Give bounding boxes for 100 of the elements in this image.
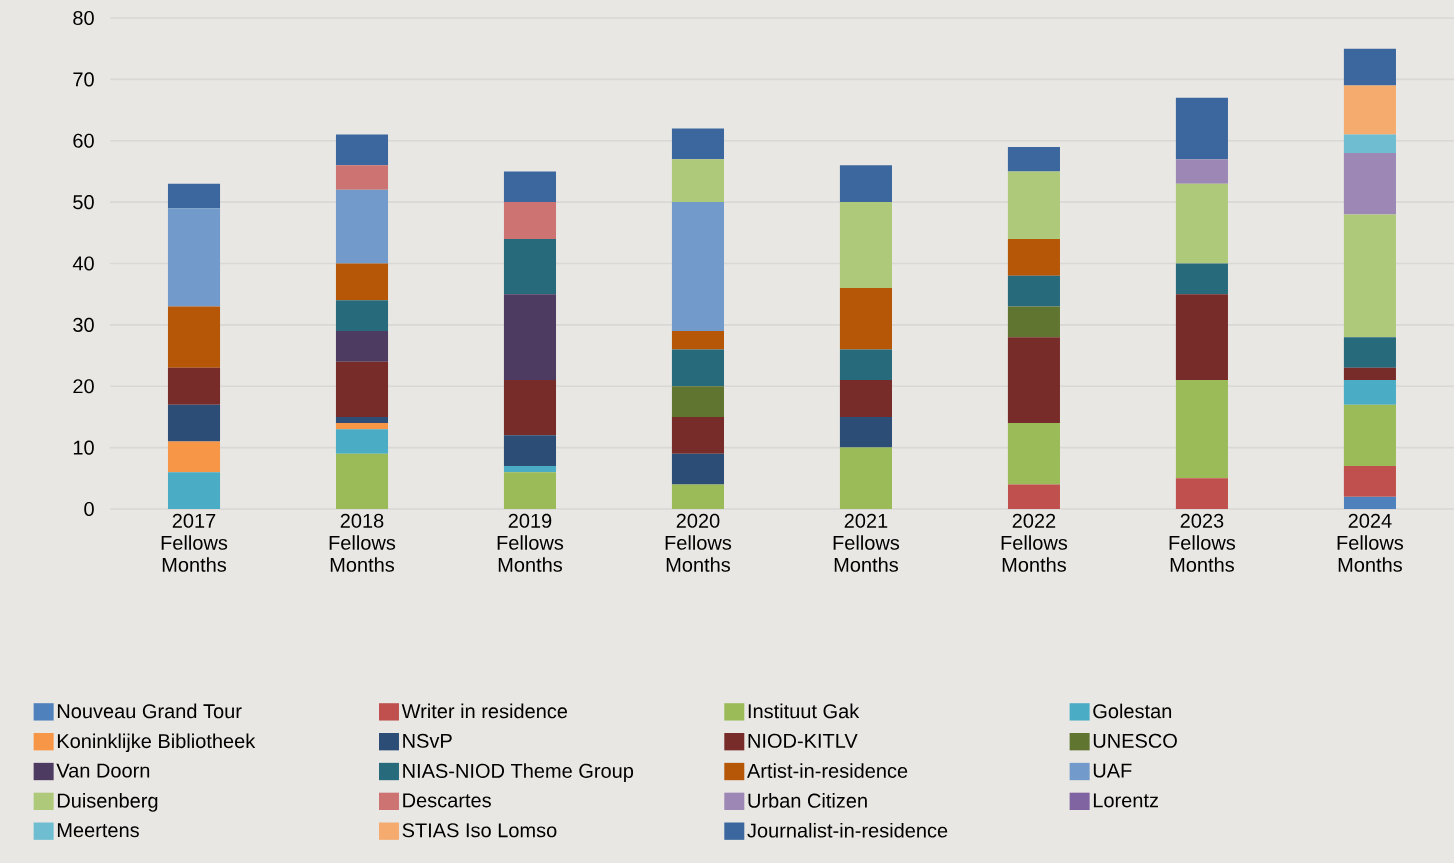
bar [1175, 97, 1228, 160]
bar [1007, 423, 1060, 485]
bar [335, 416, 389, 424]
legend-label: Golestan [1093, 703, 1172, 719]
bar [1175, 159, 1228, 184]
bar [1343, 496, 1396, 509]
legend-label: UAF [1093, 763, 1132, 778]
legend-label: Duisenberg [57, 793, 158, 812]
x-tick-label: 2024 Fellows Months [1337, 513, 1404, 572]
bar [503, 294, 557, 381]
bar [503, 380, 557, 436]
legend-label: Writer in residence [401, 703, 568, 719]
bar [839, 447, 892, 509]
bar [839, 380, 892, 417]
bar [503, 435, 557, 467]
y-tick-label: 70 [73, 72, 94, 87]
legend-label: NIAS-NIOD Theme Group [403, 763, 634, 782]
bar [335, 453, 389, 509]
bar [839, 288, 892, 350]
bar [503, 238, 557, 295]
bar [1175, 478, 1228, 509]
bar [335, 165, 389, 190]
legend-label: Descartes [403, 793, 491, 808]
bar [167, 183, 221, 209]
legend-label: NIOD-KITLV [748, 733, 858, 748]
bar [1007, 171, 1060, 239]
x-tick-label: 2023 Fellows Months [1169, 513, 1236, 572]
bar [167, 404, 221, 442]
bar [167, 208, 221, 307]
x-tick-label: 2018 Fellows Months [329, 513, 396, 572]
y-tick-label: 20 [73, 379, 94, 394]
bar [1175, 183, 1228, 264]
x-tick-label: 2020 Fellows Months [665, 513, 732, 572]
bar [503, 472, 557, 509]
bar [671, 484, 724, 509]
bar [671, 128, 724, 160]
bar [1343, 214, 1396, 338]
bar [1007, 484, 1060, 509]
bar [335, 331, 389, 362]
legend-label: Journalist-in-residence [747, 822, 948, 838]
bar [1007, 275, 1060, 307]
bar [671, 159, 724, 203]
bar [335, 300, 389, 331]
bar [1343, 367, 1396, 381]
legend-label: Artist-in-residence [747, 763, 908, 778]
bar [1343, 85, 1396, 135]
bar [335, 361, 389, 417]
bar [167, 472, 221, 509]
bar [839, 202, 892, 289]
x-tick-label: 2017 Fellows Months [161, 513, 228, 572]
bar [503, 466, 557, 473]
bar [839, 349, 892, 381]
bar [1007, 238, 1060, 276]
legend-label: STIAS Iso Lomso [402, 823, 557, 838]
y-tick-label: 40 [72, 256, 94, 271]
y-tick-label: 80 [73, 10, 94, 26]
bar [671, 349, 724, 387]
bar [671, 331, 724, 350]
bar [1343, 153, 1396, 215]
x-tick-label: 2021 Fellows Months [833, 513, 900, 572]
bar [671, 416, 724, 454]
bar [503, 202, 557, 239]
bar [839, 165, 892, 203]
bar [335, 429, 389, 454]
bar [1007, 337, 1060, 424]
legend-label: Lorentz [1093, 793, 1158, 808]
bar [335, 423, 389, 430]
legend-label: Van Doorn [56, 763, 150, 778]
bar [167, 306, 221, 368]
legend-label: UNESCO [1093, 733, 1177, 748]
bar [1175, 380, 1228, 479]
bar [671, 453, 724, 485]
legend-label: Koninklijke Bibliotheek [57, 733, 256, 753]
legend-label: Nouveau Grand Tour [57, 703, 242, 719]
bar [839, 416, 892, 448]
x-tick-label: 2022 Fellows Months [1001, 513, 1068, 572]
bar [1343, 48, 1396, 86]
bar [1343, 466, 1396, 497]
legend-label: Meertens [57, 823, 139, 838]
bar [503, 171, 557, 203]
bar [335, 134, 389, 166]
bar [1343, 337, 1396, 368]
legend-label: Urban Citizen [748, 793, 867, 808]
bar [1007, 306, 1060, 338]
bar [1343, 134, 1396, 154]
bar [1175, 294, 1228, 381]
y-tick-label: 60 [73, 133, 94, 148]
y-tick-label: 10 [73, 440, 94, 455]
bar [167, 367, 221, 405]
bar [1175, 263, 1228, 295]
legend-label: Instituut Gak [748, 703, 860, 719]
bar [335, 189, 389, 264]
bar [335, 263, 389, 301]
legend-label: NSvP [403, 733, 452, 748]
y-tick-label: 30 [73, 317, 94, 332]
y-tick-label: 50 [73, 195, 94, 210]
bar [671, 386, 724, 417]
x-tick-label: 2019 Fellows Months [497, 513, 564, 572]
bar [1343, 380, 1396, 405]
bar [167, 441, 221, 473]
